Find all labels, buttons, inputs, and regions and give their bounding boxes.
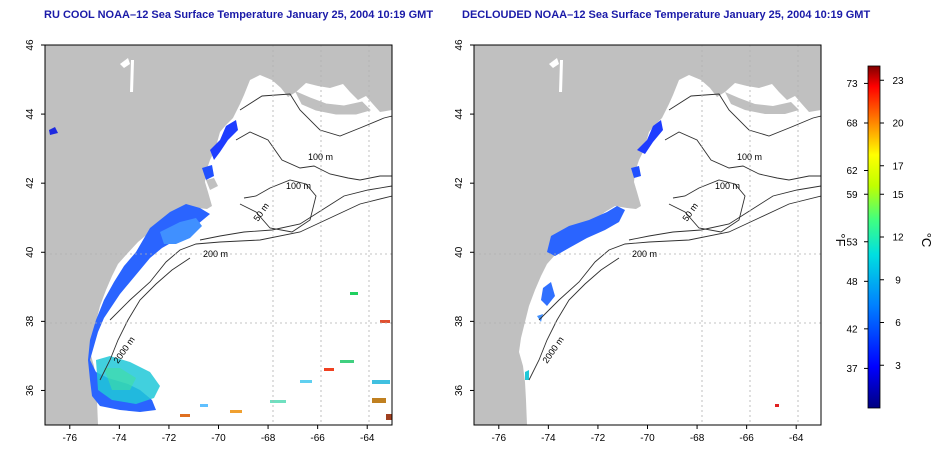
- left-cape-cod: [206, 178, 218, 190]
- right-lake-north: [549, 58, 559, 68]
- left-contour-label-1: 100 m: [308, 152, 333, 162]
- right-x-tick-label: -64: [789, 433, 804, 444]
- right-y-tick-label: 38: [454, 315, 465, 327]
- left-contours: [99, 93, 392, 381]
- left-lake-champlain: [130, 60, 134, 92]
- left-x-tick-label: -68: [261, 433, 276, 444]
- left-panel-title: RU COOL NOAA–12 Sea Surface Temperature …: [44, 9, 434, 21]
- right-nova-scotia: [725, 92, 799, 114]
- colorbar: 23 20 17 15 12 9 6 3 73 68 62 59 53 48 42 37 °F °C: [833, 65, 934, 409]
- left-y-tick-label: 36: [25, 384, 36, 396]
- left-y-tick-label: 40: [25, 246, 36, 258]
- celsius-tick-label: 20: [892, 119, 904, 130]
- left-y-tick-label: 44: [25, 108, 36, 120]
- celsius-tick-label: 23: [892, 76, 904, 87]
- left-map-panel: 100 m 100 m 50 m 200 m 2000 m -76 -74 -72-…: [25, 39, 393, 444]
- celsius-tick-label: 9: [895, 275, 901, 286]
- right-contours: [528, 93, 821, 381]
- left-y-tick-label: 46: [25, 39, 36, 51]
- left-x-tick-label: -76: [63, 433, 78, 444]
- right-sst-field: [525, 120, 779, 407]
- left-x-tick-label: -64: [360, 433, 375, 444]
- celsius-tick-label: 6: [895, 318, 901, 329]
- colorbar-fahrenheit-label: °F: [833, 233, 848, 246]
- right-y-tick-label: 44: [454, 108, 465, 120]
- left-y-tick-label: 38: [25, 315, 36, 327]
- left-contour-label-4: 200 m: [203, 249, 228, 259]
- fahrenheit-tick-label: 53: [846, 237, 858, 248]
- right-map-panel: 100 m 100 m 50 m 200 m 2000 m -76 -74 -72-…: [454, 39, 822, 444]
- fahrenheit-tick-label: 73: [846, 79, 858, 90]
- left-x-tick-label: -74: [112, 433, 127, 444]
- right-land: [474, 45, 821, 425]
- right-y-tick-label: 36: [454, 384, 465, 396]
- fahrenheit-tick-label: 62: [846, 166, 858, 177]
- colorbar-ticks: 23 20 17 15 12 9 6 3 73 68 62 59 53 48 42 37: [846, 76, 904, 375]
- left-contour-label-2: 100 m: [286, 181, 311, 191]
- right-x-tick-label: -66: [739, 433, 754, 444]
- right-x-tick-label: -68: [690, 433, 705, 444]
- right-contour-label-1: 100 m: [737, 152, 762, 162]
- right-lake-champlain: [559, 60, 563, 92]
- celsius-tick-label: 17: [892, 161, 904, 172]
- left-x-tick-label: -72: [162, 433, 177, 444]
- left-x-tick-label: -66: [310, 433, 325, 444]
- fahrenheit-tick-label: 37: [846, 364, 858, 375]
- right-y-tick-label: 40: [454, 246, 465, 258]
- right-contour-label-4: 200 m: [632, 249, 657, 259]
- left-lake-north: [120, 58, 130, 68]
- right-x-tick-label: -72: [591, 433, 606, 444]
- left-axis-ticks: -76 -74 -72 -70 -68 -66 -64 36 38 40 42 44 46: [25, 39, 375, 444]
- right-x-tick-label: -70: [640, 433, 655, 444]
- celsius-tick-label: 3: [895, 361, 901, 372]
- left-x-tick-label: -70: [211, 433, 226, 444]
- celsius-tick-label: 12: [892, 233, 904, 244]
- left-y-tick-label: 42: [25, 177, 36, 189]
- fahrenheit-tick-label: 48: [846, 277, 858, 288]
- fahrenheit-tick-label: 42: [846, 324, 858, 335]
- right-x-tick-label: -74: [541, 433, 556, 444]
- fahrenheit-tick-label: 68: [846, 119, 858, 130]
- right-axis-ticks: -76 -74 -72 -70 -68 -66 -64 36 38 40 42 44 46: [454, 39, 804, 444]
- right-y-tick-label: 46: [454, 39, 465, 51]
- fahrenheit-tick-label: 59: [846, 190, 858, 201]
- left-sst-field: [49, 120, 392, 420]
- left-grid: [45, 45, 392, 425]
- colorbar-gradient: [867, 65, 881, 409]
- colorbar-celsius-label: °C: [919, 233, 934, 248]
- right-contour-label-2: 100 m: [715, 181, 740, 191]
- right-grid: [474, 45, 821, 425]
- right-panel-title: DECLOUDED NOAA–12 Sea Surface Temperatur…: [462, 9, 871, 21]
- celsius-tick-label: 15: [892, 190, 904, 201]
- right-x-tick-label: -76: [492, 433, 507, 444]
- left-land: [45, 45, 392, 425]
- right-y-tick-label: 42: [454, 177, 465, 189]
